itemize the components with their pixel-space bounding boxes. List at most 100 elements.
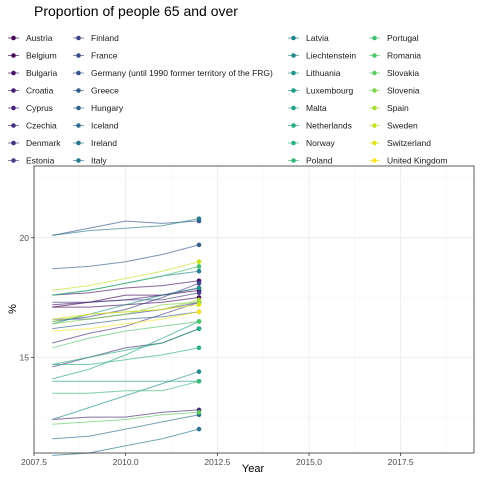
legend-label: Czechia <box>26 121 57 131</box>
legend-key-point <box>11 158 16 163</box>
legend-item: Portugal <box>369 33 419 43</box>
series-point <box>196 268 202 274</box>
legend-label: Greece <box>91 86 119 96</box>
series-line <box>52 287 200 325</box>
legend-item: Switzerland <box>369 138 431 148</box>
series-line <box>52 347 200 365</box>
legend-item: Sweden <box>369 121 418 131</box>
legend-item: Slovenia <box>369 86 420 96</box>
legend-item: Cyprus <box>8 103 53 113</box>
series <box>52 410 202 425</box>
legend-key-point <box>291 35 296 41</box>
legend-key-point <box>76 158 81 163</box>
x-tick-label: 2007.5 <box>21 457 47 467</box>
legend-key-point <box>372 105 377 111</box>
legend-item: Finland <box>73 33 119 43</box>
legend-label: Luxembourg <box>306 86 354 96</box>
legend-item: Netherlands <box>288 121 352 131</box>
legend-label: Finland <box>91 33 119 43</box>
series-point <box>196 326 202 331</box>
legend-item: France <box>73 51 118 61</box>
legend-item: Czechia <box>8 121 57 131</box>
legend-key-point <box>372 158 377 163</box>
legend-key-point <box>76 35 81 41</box>
series-line <box>52 311 200 330</box>
series-line <box>52 321 200 380</box>
legend-label: Sweden <box>387 121 418 131</box>
legend-label: Italy <box>91 156 107 166</box>
legend-key-point <box>11 70 16 76</box>
series <box>52 242 202 270</box>
series-point <box>196 345 202 351</box>
legend-label: Liechtenstein <box>306 51 356 61</box>
legend-key-point <box>11 105 16 111</box>
legend-item: Croatia <box>8 86 54 96</box>
plot-border <box>33 165 475 454</box>
series-line <box>52 244 200 270</box>
series-point <box>196 216 202 221</box>
plot-panel <box>34 166 474 453</box>
series-line <box>52 409 200 420</box>
legend-label: Bulgaria <box>26 68 57 78</box>
legend-label: Spain <box>387 103 409 113</box>
series-line <box>52 371 200 420</box>
legend-item: Greece <box>73 86 119 96</box>
x-axis-title: Year <box>242 463 265 475</box>
series-point <box>196 378 202 384</box>
legend-key-point <box>372 53 377 58</box>
x-tick-label: 2015.0 <box>296 457 322 467</box>
legend-label: Romania <box>387 51 421 61</box>
series-line <box>52 301 200 325</box>
series <box>52 378 202 394</box>
series-line <box>52 304 200 320</box>
legend-item: Poland <box>288 156 333 166</box>
legend-label: Iceland <box>91 121 119 131</box>
series-point <box>196 302 202 308</box>
series <box>52 290 202 303</box>
legend-label: Lithuania <box>306 68 341 78</box>
legend-key-point <box>11 53 16 58</box>
series-point <box>196 290 202 296</box>
legend: Austria Belgium Bulgaria Croatia Cyprus Czech… <box>8 33 447 166</box>
legend-label: Slovenia <box>387 86 420 96</box>
series <box>52 216 202 236</box>
series <box>52 426 202 456</box>
series-line <box>52 220 200 236</box>
series-point <box>196 309 202 315</box>
legend-item: Germany (until 1990 former territory of … <box>73 68 273 78</box>
series <box>52 369 202 420</box>
legend-item: Belgium <box>8 51 57 61</box>
legend-label: Switzerland <box>387 138 431 148</box>
series-point <box>196 410 202 415</box>
legend-key-point <box>291 53 296 58</box>
chart-title: Proportion of people 65 and over <box>34 3 238 19</box>
legend-label: Estonia <box>26 156 55 166</box>
legend-label: Austria <box>26 33 53 43</box>
series-line <box>52 261 200 291</box>
legend-item: Liechtenstein <box>288 51 356 61</box>
legend-key-point <box>76 140 81 146</box>
series-line <box>52 311 200 332</box>
legend-key-point <box>291 140 296 146</box>
legend-item: Romania <box>369 51 421 61</box>
legend-label: Latvia <box>306 33 329 43</box>
series-line <box>52 280 200 296</box>
legend-key-point <box>76 53 81 58</box>
series-line <box>52 265 200 296</box>
series <box>52 319 202 349</box>
legend-item: Lithuania <box>288 68 341 78</box>
series-line <box>52 301 200 344</box>
y-tick-label: 20 <box>20 233 30 243</box>
legend-key-point <box>11 88 16 93</box>
legend-label: France <box>91 51 118 61</box>
legend-key-point <box>291 105 296 111</box>
legend-label: Belgium <box>26 51 57 61</box>
legend-key-point <box>372 70 377 76</box>
legend-key-point <box>291 158 296 163</box>
legend-label: Germany (until 1990 former territory of … <box>91 68 273 78</box>
series-line <box>52 414 200 440</box>
legend-key-point <box>372 123 377 128</box>
legend-item: Hungary <box>73 103 124 113</box>
series-line <box>52 289 200 308</box>
